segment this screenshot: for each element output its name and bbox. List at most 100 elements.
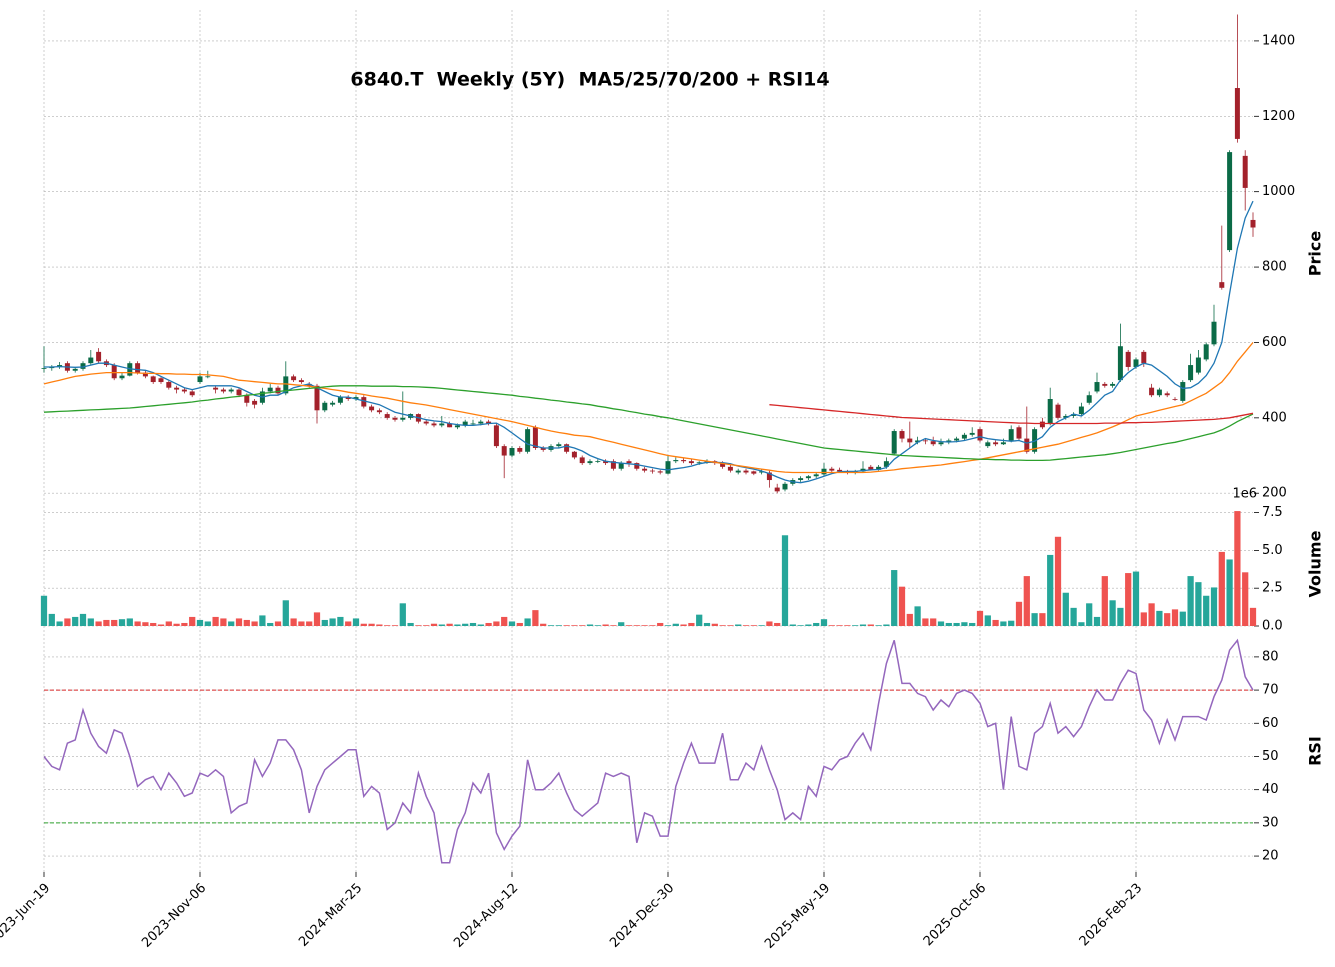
volume-bar	[1101, 576, 1108, 626]
candle-body	[158, 378, 164, 383]
volume-bar	[984, 615, 991, 626]
volume-bar	[454, 624, 461, 626]
candle-body	[720, 463, 726, 467]
volume-bar	[1187, 576, 1194, 626]
volume-bar	[204, 621, 211, 626]
volume-bar	[961, 622, 968, 626]
candle-body	[275, 387, 281, 394]
y-tick-label: 70	[1262, 683, 1279, 698]
volume-bar	[766, 621, 773, 626]
volume-bar	[735, 624, 742, 626]
candle-body	[236, 389, 242, 396]
volume-bar	[321, 619, 328, 626]
volume-bar	[220, 618, 227, 626]
volume-bar	[345, 621, 352, 626]
volume-bar	[1054, 536, 1062, 626]
candle-body	[1195, 357, 1201, 373]
rsi-line	[43, 638, 1254, 864]
volume-bar	[360, 623, 367, 626]
y-tick-label: 2.5	[1262, 581, 1283, 596]
candle-body	[1039, 421, 1045, 428]
volume-bar	[914, 606, 921, 626]
moving-average-line	[43, 385, 1254, 462]
volume-bar	[126, 618, 133, 626]
candle-body	[540, 447, 546, 450]
volume-bar	[274, 621, 282, 626]
candle-body	[322, 402, 328, 411]
candle-body	[1125, 351, 1131, 367]
candle-body	[486, 421, 492, 424]
candle-body	[1164, 393, 1170, 396]
candle-body	[938, 442, 944, 445]
volume-bar	[719, 625, 726, 626]
volume-bar	[781, 535, 789, 626]
volume-bar	[703, 622, 711, 626]
volume-bar	[118, 619, 126, 626]
volume-bar	[883, 624, 890, 626]
candle-body	[1250, 219, 1256, 228]
volume-bar	[610, 625, 617, 626]
moving-average-line	[44, 200, 1254, 484]
volume-bar	[399, 603, 406, 626]
volume-bar	[976, 610, 984, 626]
candle-body	[447, 423, 453, 428]
candle-body	[369, 406, 375, 411]
candle-body	[205, 376, 211, 378]
candle-body	[345, 397, 351, 399]
volume-bar	[423, 625, 430, 626]
volume-bar	[969, 622, 976, 626]
volume-bar	[1249, 607, 1257, 626]
volume-bar	[586, 624, 594, 626]
y-tick-label: 200	[1262, 486, 1287, 501]
candle-body	[696, 462, 702, 464]
candle-body	[197, 376, 203, 383]
y-tick-label: 7.5	[1262, 505, 1283, 520]
candle-body	[337, 397, 343, 403]
candle-body	[1086, 395, 1092, 403]
volume-bar	[532, 610, 539, 626]
candle-body	[353, 397, 359, 399]
volume-bar	[1179, 611, 1186, 626]
volume-bar	[391, 625, 399, 626]
volume-bar	[134, 621, 141, 626]
volume-bar	[1047, 554, 1054, 626]
candle-body	[431, 423, 437, 426]
candle-body	[977, 429, 983, 441]
y-axis-label: Volume	[1306, 530, 1325, 597]
candle-body	[72, 368, 78, 371]
volume-bar	[111, 619, 118, 626]
candle-body	[1149, 387, 1155, 396]
volume-bar	[1078, 622, 1085, 626]
candle-body	[1008, 429, 1014, 441]
y-tick-label: 40	[1262, 782, 1279, 797]
volume-bar	[602, 624, 609, 626]
volume-bar	[95, 621, 102, 626]
volume-bar	[493, 621, 500, 626]
volume-bar	[828, 625, 835, 626]
moving-average-line	[43, 342, 1254, 474]
volume-bar	[540, 623, 547, 626]
candle-body	[228, 389, 234, 392]
candle-body	[735, 470, 741, 473]
candle-body	[1024, 438, 1030, 452]
candle-body	[1094, 382, 1100, 392]
volume-bar	[649, 625, 656, 626]
volume-bar	[430, 623, 438, 626]
candle-body	[252, 400, 258, 405]
candle-body	[96, 351, 102, 362]
volume-bar	[641, 625, 648, 626]
candle-body	[1172, 398, 1178, 400]
volume-bar	[1008, 620, 1015, 626]
volume-bar	[516, 622, 523, 626]
volume-bar	[79, 613, 87, 626]
candle-body	[727, 466, 733, 471]
candle-body	[766, 472, 772, 481]
candle-body	[759, 471, 765, 473]
y-tick-label: 20	[1262, 849, 1279, 864]
volume-bar	[953, 622, 960, 626]
candle-body	[1141, 351, 1147, 364]
volume-bar	[1023, 576, 1030, 626]
volume-bar	[664, 625, 672, 626]
volume-bar	[212, 616, 219, 626]
